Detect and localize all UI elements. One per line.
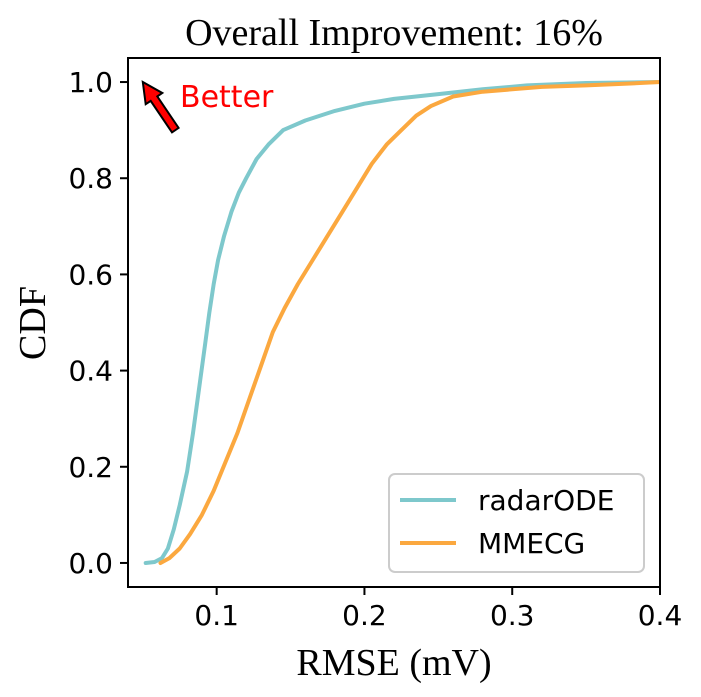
better-annotation: Better: [141, 80, 274, 134]
better-arrow-icon: [141, 80, 180, 134]
better-annotation-text: Better: [180, 80, 274, 115]
x-axis: 0.1 0.2 0.3 0.4: [194, 587, 682, 632]
y-tick-label: 1.0: [68, 66, 113, 99]
y-tick-label: 0.0: [68, 547, 113, 580]
chart-title: Overall Improvement: 16%: [185, 12, 603, 54]
x-tick-label: 0.4: [638, 599, 683, 632]
x-tick-label: 0.1: [194, 599, 239, 632]
legend-radarode-label: radarODE: [478, 484, 614, 517]
legend-mmecg-label: MMECG: [478, 527, 585, 560]
y-axis: 0.0 0.2 0.4 0.6 0.8 1.0: [68, 66, 128, 580]
y-axis-label: CDF: [12, 286, 54, 360]
series-line-mmecg: [158, 80, 660, 565]
y-tick-label: 0.8: [68, 162, 113, 195]
x-axis-label: RMSE (mV): [296, 642, 491, 684]
x-tick-label: 0.3: [490, 599, 535, 632]
series-line-radarode: [143, 80, 660, 565]
y-tick-label: 0.2: [68, 451, 113, 484]
x-tick-label: 0.2: [342, 599, 387, 632]
y-tick-label: 0.4: [68, 355, 113, 388]
legend: radarODE MMECG: [388, 473, 645, 573]
plot-frame: [127, 57, 661, 588]
series-group: [143, 80, 660, 565]
y-tick-label: 0.6: [68, 258, 113, 291]
